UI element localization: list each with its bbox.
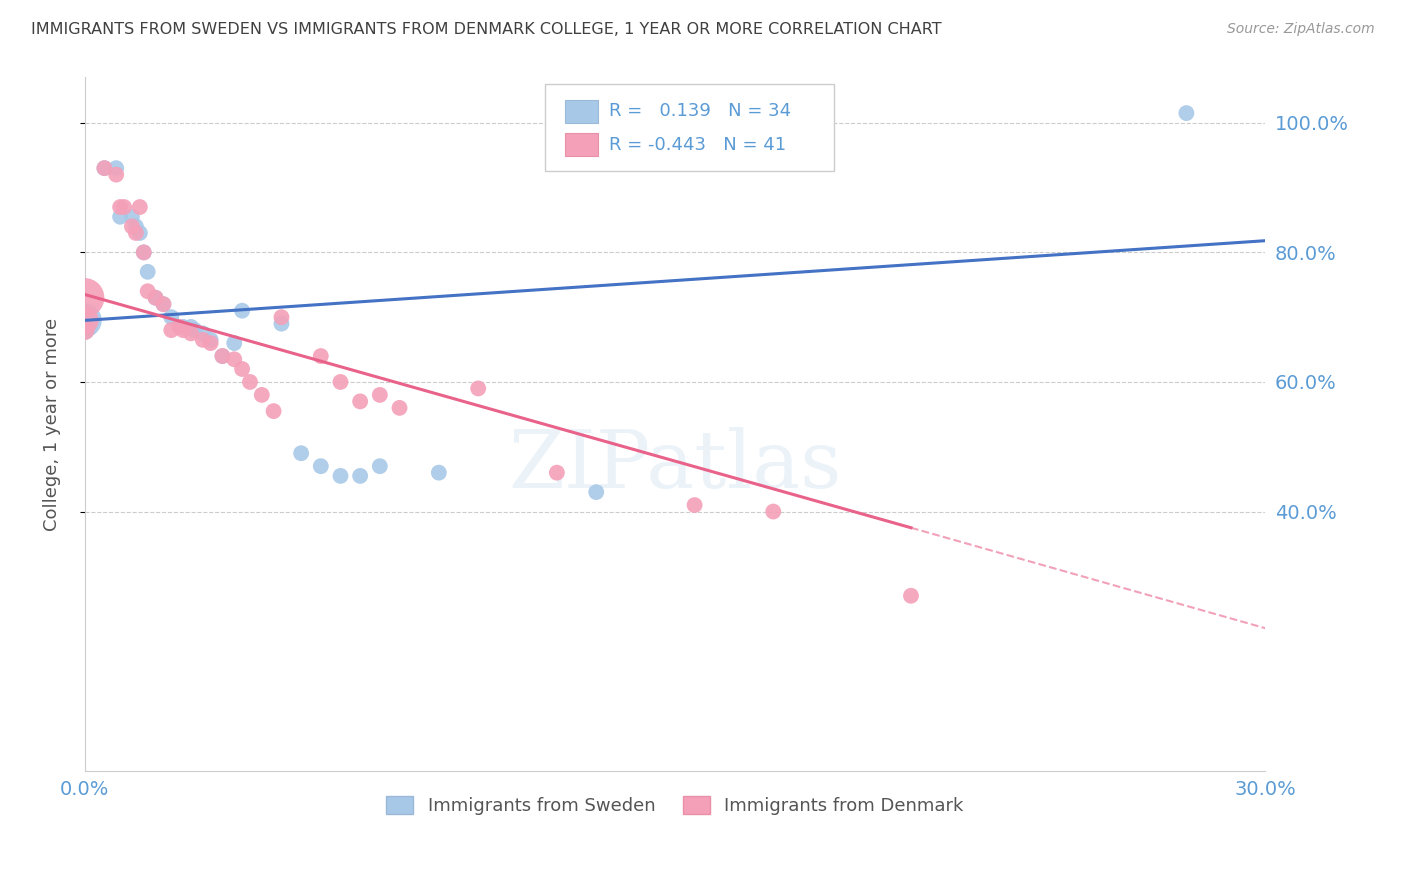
Point [585, 485, 607, 500]
Point [108, 210, 131, 224]
Point [160, 323, 183, 337]
Point [224, 352, 246, 367]
Point [683, 498, 706, 512]
Legend: Immigrants from Sweden, Immigrants from Denmark: Immigrants from Sweden, Immigrants from … [377, 787, 973, 824]
Point [125, 219, 148, 234]
Text: Source: ZipAtlas.com: Source: ZipAtlas.com [1227, 22, 1375, 37]
Y-axis label: College, 1 year or more: College, 1 year or more [44, 318, 60, 531]
Point [349, 469, 371, 483]
Point [184, 323, 207, 337]
Point [172, 319, 194, 334]
Point [105, 168, 128, 182]
Point [167, 319, 190, 334]
Point [467, 381, 489, 395]
Point [128, 226, 150, 240]
Point [105, 161, 128, 176]
Point [263, 404, 285, 418]
Point [121, 210, 143, 224]
Point [211, 349, 233, 363]
Point [191, 326, 214, 341]
Point [73, 323, 96, 337]
Point [231, 303, 253, 318]
Point [145, 291, 167, 305]
Point [132, 245, 155, 260]
FancyBboxPatch shape [565, 133, 598, 156]
Point [546, 466, 568, 480]
Point [172, 323, 194, 337]
Point [349, 394, 371, 409]
Point [900, 589, 922, 603]
Point [132, 245, 155, 260]
Point [136, 265, 159, 279]
Point [93, 161, 115, 176]
Point [180, 326, 202, 341]
Point [270, 310, 292, 325]
Point [309, 459, 332, 474]
Text: ZIPatlas: ZIPatlas [508, 426, 842, 505]
Point [239, 375, 262, 389]
Point [231, 362, 253, 376]
Point [93, 161, 115, 176]
Text: R = -0.443   N = 41: R = -0.443 N = 41 [609, 136, 786, 153]
Point [200, 336, 222, 351]
Point [160, 310, 183, 325]
Point [270, 317, 292, 331]
Point [152, 297, 174, 311]
FancyBboxPatch shape [546, 85, 834, 171]
Point [152, 297, 174, 311]
Point [1175, 106, 1198, 120]
Point [73, 291, 96, 305]
Point [73, 313, 96, 327]
Text: R =   0.139   N = 34: R = 0.139 N = 34 [609, 102, 792, 120]
Point [762, 504, 785, 518]
Point [224, 336, 246, 351]
Point [427, 466, 450, 480]
Point [145, 291, 167, 305]
Point [329, 375, 352, 389]
Point [191, 333, 214, 347]
Point [329, 469, 352, 483]
Text: IMMIGRANTS FROM SWEDEN VS IMMIGRANTS FROM DENMARK COLLEGE, 1 YEAR OR MORE CORREL: IMMIGRANTS FROM SWEDEN VS IMMIGRANTS FRO… [31, 22, 942, 37]
Point [290, 446, 312, 460]
Point [108, 200, 131, 214]
Point [250, 388, 273, 402]
Point [180, 319, 202, 334]
Point [211, 349, 233, 363]
FancyBboxPatch shape [565, 100, 598, 122]
Point [73, 313, 96, 327]
Point [128, 200, 150, 214]
Point [200, 333, 222, 347]
Point [388, 401, 411, 415]
Point [368, 388, 391, 402]
Point [112, 200, 135, 214]
Point [125, 226, 148, 240]
Point [121, 219, 143, 234]
Point [136, 285, 159, 299]
Point [73, 323, 96, 337]
Point [309, 349, 332, 363]
Point [368, 459, 391, 474]
